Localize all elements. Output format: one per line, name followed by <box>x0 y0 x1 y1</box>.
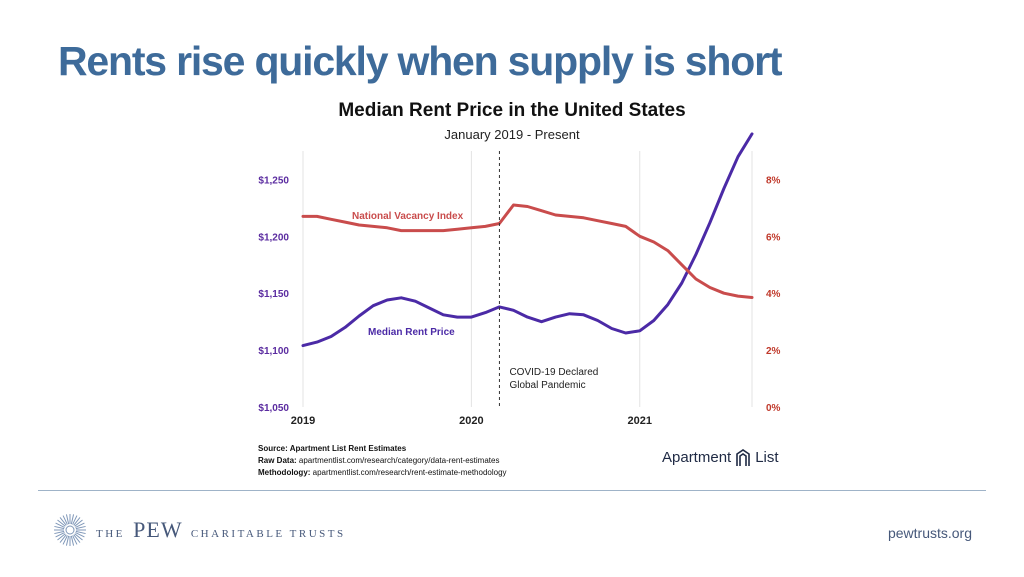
site-url: pewtrusts.org <box>887 525 972 541</box>
rent-price-line <box>301 132 754 348</box>
pew-the: THE <box>96 528 125 540</box>
source-notes: Source: Apartment List Rent Estimates Ra… <box>258 443 507 479</box>
raw-data-label: Raw Data: <box>258 456 297 465</box>
y-right-tick-label: 8% <box>766 175 781 186</box>
methodology-url: apartmentlist.com/research/rent-estimate… <box>310 468 507 477</box>
covid-annotation-text: Global Pandemic <box>509 380 585 391</box>
y-right-tick-label: 0% <box>766 403 781 414</box>
pew-logo: THE PEW CHARITABLE TRUSTS <box>52 512 346 548</box>
pew-name: PEW <box>133 517 183 542</box>
chart-title: Median Rent Price in the United States <box>338 100 686 121</box>
raw-data-url: apartmentlist.com/research/category/data… <box>296 456 500 465</box>
covid-annotation: COVID-19 Declared Global Pandemic <box>498 151 598 407</box>
y-left-tick-label: $1,150 <box>258 289 289 300</box>
series-label-vacancy: National Vacancy Index <box>352 211 464 222</box>
pew-rest: CHARITABLE TRUSTS <box>190 528 346 540</box>
chart-grid <box>302 151 753 407</box>
x-tick-label: 2021 <box>628 415 652 427</box>
left-axis: $1,050 $1,100 $1,150 $1,200 $1,250 <box>258 175 289 414</box>
y-left-tick-label: $1,100 <box>258 346 289 357</box>
apartment-list-logo-left: Apartment <box>662 448 732 466</box>
y-right-tick-label: 2% <box>766 346 781 357</box>
apartment-list-logo-right: List <box>755 448 779 466</box>
series-label-rent: Median Rent Price <box>368 327 455 338</box>
covid-annotation-text: COVID-19 Declared <box>509 367 598 378</box>
apartment-list-mark-icon <box>736 449 751 466</box>
footer-divider <box>38 490 986 491</box>
pew-sunburst-icon <box>54 514 86 546</box>
source-line: Source: Apartment List Rent Estimates <box>258 444 407 453</box>
methodology-label: Methodology: <box>258 468 311 477</box>
y-left-tick-label: $1,250 <box>258 175 289 186</box>
y-right-tick-label: 6% <box>766 232 781 243</box>
x-axis: 2019 2020 2021 <box>291 415 652 427</box>
apartment-list-logo: Apartment List <box>662 448 779 468</box>
vacancy-index-line <box>301 203 754 299</box>
slide-title: Rents rise quickly when supply is short <box>58 38 782 84</box>
chart-subtitle: January 2019 - Present <box>444 127 580 142</box>
y-right-tick-label: 4% <box>766 289 781 300</box>
x-tick-label: 2019 <box>291 415 315 427</box>
x-tick-label: 2020 <box>459 415 483 427</box>
right-axis: 0% 2% 4% 6% 8% <box>766 175 781 414</box>
y-left-tick-label: $1,200 <box>258 232 289 243</box>
y-left-tick-label: $1,050 <box>258 403 289 414</box>
